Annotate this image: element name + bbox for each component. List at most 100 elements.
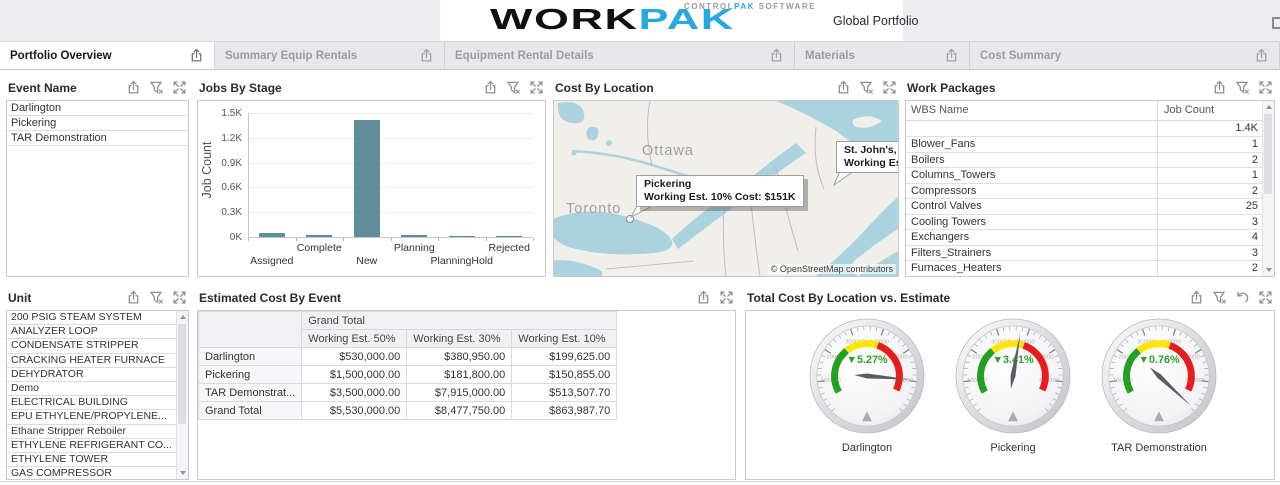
list-item[interactable]: DEHYDRATOR [7, 368, 176, 382]
cell-wbs-name: Filters_Strainers [911, 246, 992, 259]
tab-cost-summary[interactable]: Cost Summary [970, 42, 1280, 69]
maximize-icon[interactable] [1258, 80, 1273, 95]
table-row[interactable]: Columns_Towers 1 [906, 168, 1274, 184]
list-item[interactable]: Ethane Stripper Reboiler [7, 425, 176, 439]
window-icon[interactable] [1272, 17, 1280, 29]
table-row[interactable]: Control Valves 25 [906, 199, 1274, 215]
list-item[interactable]: TAR Demonstration [7, 131, 188, 146]
cell-wbs-name: Columns_Towers [911, 169, 996, 181]
maximize-icon[interactable] [1258, 290, 1273, 305]
pivot-column-header: Working Est. 10% [511, 329, 618, 348]
export-icon[interactable] [696, 290, 711, 305]
scroll-down-icon[interactable] [1263, 264, 1274, 276]
tab-portfolio-overview[interactable]: Portfolio Overview [0, 42, 215, 69]
pivot-corner-cell [198, 311, 303, 348]
svg-text:▼3.41%: ▼3.41% [992, 354, 1034, 366]
tab-bar: Portfolio Overview Summary Equip Rentals E… [0, 42, 1280, 70]
maximize-icon[interactable] [882, 80, 897, 95]
x-axis-category-label: PlanningHold [430, 255, 493, 267]
list-item[interactable]: ELECTRICAL BUILDING [7, 396, 176, 411]
maximize-icon[interactable] [172, 80, 187, 95]
tooltip-value: Working Est. 10% Cost: $151K [644, 191, 796, 203]
export-icon[interactable] [126, 290, 141, 305]
export-icon[interactable] [944, 48, 959, 63]
bar-new[interactable] [353, 120, 380, 237]
scrollbar[interactable] [1262, 101, 1274, 276]
bar-planninghold[interactable] [448, 236, 475, 237]
map-canvas[interactable]: Ottawa Toronto Pickering Working Est. 10… [553, 100, 899, 277]
filter-clear-icon[interactable] [149, 80, 164, 95]
table-row[interactable]: Exchangers 4 [906, 230, 1274, 246]
export-icon[interactable] [1189, 290, 1204, 305]
bar-planning[interactable] [401, 235, 428, 237]
tab-summary-equip-rentals[interactable]: Summary Equip Rentals [215, 42, 445, 69]
maximize-icon[interactable] [172, 290, 187, 305]
cell-job-count: 4 [1157, 230, 1265, 245]
table-row[interactable]: Filters_Strainers 3 [906, 245, 1274, 261]
list-item[interactable]: ETHYLENE TOWER [7, 453, 176, 468]
list-item[interactable]: CRACKING HEATER FURNACE [7, 354, 176, 368]
export-icon[interactable] [189, 48, 204, 63]
table-row[interactable]: Boilers 2 [906, 152, 1274, 168]
tab-equipment-rental-details[interactable]: Equipment Rental Details [445, 42, 795, 69]
map-tooltip-st-johns: St. John's, N Working Es [836, 141, 898, 173]
bar-complete[interactable] [306, 234, 333, 237]
list-item[interactable]: ANALYZER LOOP [7, 325, 176, 340]
table-row[interactable]: Blower_Fans 1 [906, 137, 1274, 153]
column-header-job-count[interactable]: Job Count [1157, 101, 1271, 120]
list-item[interactable]: EPU ETHYLENE/PROPYLENE... [7, 410, 176, 425]
table-row[interactable]: Furnaces_Heaters 2 [906, 261, 1274, 276]
scrollbar[interactable] [176, 311, 188, 479]
pivot-value-cell: $513,507.70 [511, 383, 618, 402]
filter-clear-icon[interactable] [149, 290, 164, 305]
x-axis-tick [248, 238, 249, 241]
y-axis [248, 113, 249, 237]
tooltip-title: Pickering [644, 178, 692, 190]
export-icon[interactable] [419, 48, 434, 63]
table-row[interactable]: General_Electrical1 [906, 277, 1274, 278]
y-axis-tick-label: 0.3K [221, 207, 242, 219]
cell-job-count: 1 [1157, 277, 1265, 278]
list-item[interactable]: GAS COMPRESSOR [7, 467, 176, 479]
maximize-icon[interactable] [719, 290, 734, 305]
scroll-thumb[interactable] [178, 324, 186, 424]
map-marker-pickering[interactable] [626, 215, 634, 223]
export-icon[interactable] [836, 80, 851, 95]
filter-clear-icon[interactable] [1235, 80, 1250, 95]
panel-header: Jobs By Stage [197, 76, 546, 99]
scroll-thumb[interactable] [1264, 114, 1272, 194]
export-icon[interactable] [769, 48, 784, 63]
bar-assigned[interactable] [258, 232, 285, 237]
list-item[interactable]: Demo [7, 382, 176, 397]
maximize-icon[interactable] [529, 80, 544, 95]
export-icon[interactable] [126, 80, 141, 95]
cell-job-count: 2 [1157, 152, 1265, 167]
gauge-darlington[interactable]: 100000 200000 300000 400000 500000 600000 ▼5.2… [792, 317, 942, 454]
list-item[interactable]: 200 PSIG STEAM SYSTEM [7, 311, 176, 326]
column-header-wbs-name[interactable]: WBS Name [911, 104, 969, 116]
export-icon[interactable] [483, 80, 498, 95]
list-item[interactable]: ETHYLENE REFRIGERANT CO... [7, 439, 176, 453]
list-item[interactable]: CONDENSATE STRIPPER [7, 339, 176, 354]
gauges-canvas: 100000 200000 300000 400000 500000 600000 ▼5.2… [745, 310, 1275, 480]
list-item[interactable]: Darlington [7, 101, 188, 116]
scroll-up-icon[interactable] [1263, 101, 1274, 113]
svg-text:▼0.76%: ▼0.76% [1138, 354, 1180, 366]
filter-clear-icon[interactable] [1212, 290, 1227, 305]
gauge-tar-demonstration[interactable]: 100000 200000 300000 400000 500000 600000 ▼0.7… [1084, 317, 1234, 454]
filter-clear-icon[interactable] [859, 80, 874, 95]
list-item[interactable]: Pickering [7, 116, 188, 131]
export-icon[interactable] [1254, 48, 1269, 63]
scroll-down-icon[interactable] [177, 467, 188, 479]
tab-materials[interactable]: Materials [795, 42, 970, 69]
panel-title: Event Name [8, 80, 77, 95]
table-row[interactable]: Compressors 2 [906, 183, 1274, 199]
export-icon[interactable] [1212, 80, 1227, 95]
filter-clear-icon[interactable] [506, 80, 521, 95]
bar-rejected[interactable] [496, 236, 523, 237]
gauge-pickering[interactable]: 100000 200000 300000 400000 500000 600000 ▼3.4… [938, 317, 1088, 454]
undo-icon[interactable] [1235, 290, 1250, 305]
table-row[interactable]: Cooling Towers 3 [906, 214, 1274, 230]
x-axis-category-label: Complete [296, 242, 342, 254]
scroll-up-icon[interactable] [177, 311, 188, 323]
